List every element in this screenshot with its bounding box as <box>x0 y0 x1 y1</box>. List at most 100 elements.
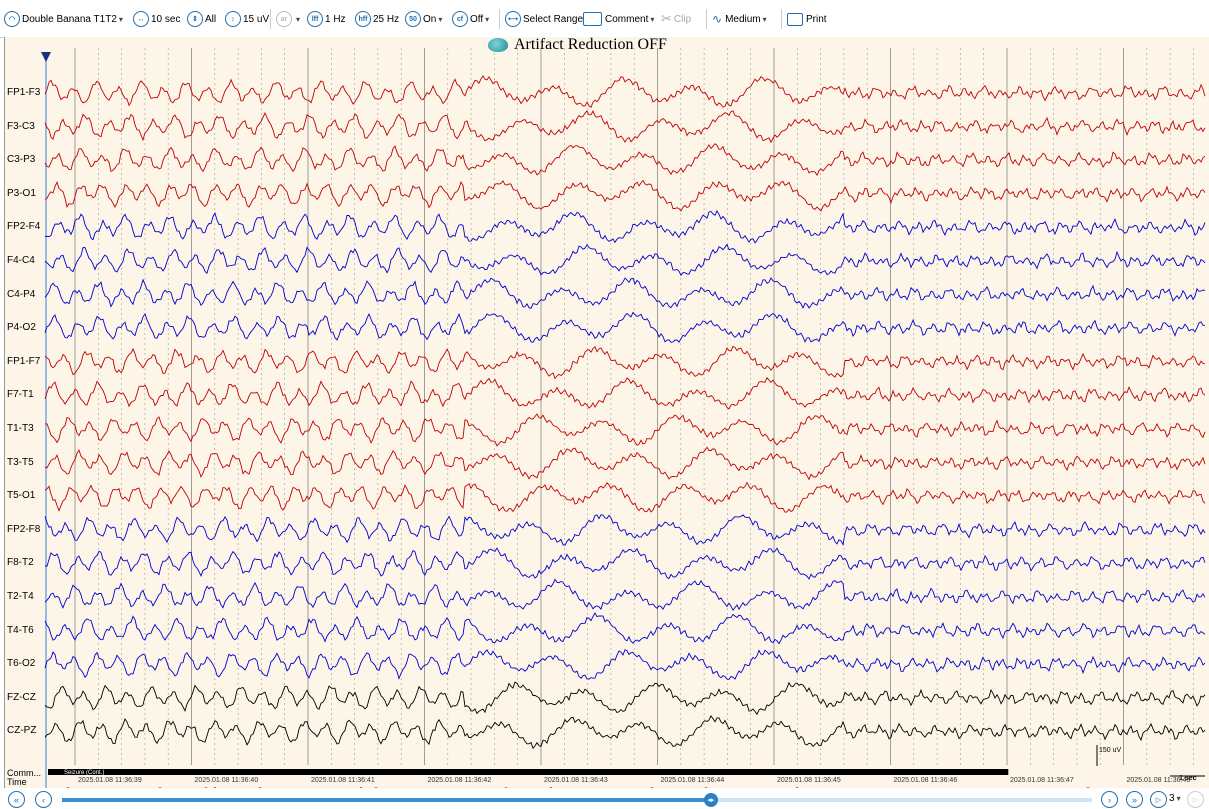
notch-label: On <box>423 13 437 25</box>
brain-icon <box>488 38 508 52</box>
channel-label: F7-T1 <box>7 389 34 401</box>
notch-icon: 50 <box>405 11 421 27</box>
channel-label: T5-O1 <box>7 490 36 502</box>
hff-icon: hff <box>355 11 371 27</box>
head-icon: ◠ <box>4 11 20 27</box>
eeg-trace <box>44 413 1206 447</box>
clip-button[interactable]: ✂ Clip <box>661 9 691 29</box>
waveform-icon: ∿ <box>712 12 723 26</box>
page-selector[interactable]: 3 ▾ <box>1169 793 1181 804</box>
scale-bar-label: 150 uV <box>1099 747 1122 754</box>
eeg-trace <box>44 481 1206 513</box>
comment-icon <box>583 12 602 26</box>
cursor-marker-icon[interactable] <box>41 52 51 62</box>
printer-icon <box>787 12 803 26</box>
channels-button[interactable]: ⇕ All <box>187 9 216 29</box>
eeg-trace <box>44 547 1206 580</box>
channel-label: FP2-F4 <box>7 221 41 233</box>
sensitivity-label: 15 uV <box>243 13 270 25</box>
eeg-trace <box>44 681 1206 716</box>
channel-label: P3-O1 <box>7 187 36 199</box>
channel-label: T3-T5 <box>7 456 34 468</box>
channel-label: FP1-F7 <box>7 355 41 367</box>
timestamp-label: 2025.01.08 11:36:40 <box>194 777 259 784</box>
timestamp-label: 2025.01.08 11:36:48 <box>1126 777 1191 784</box>
timestamp-label: 2025.01.08 11:36:41 <box>311 777 375 784</box>
channels-label: All <box>205 13 217 25</box>
time-row-label: Time <box>7 777 27 787</box>
channel-label: T4-T6 <box>7 624 34 636</box>
time-scale-label: 1 sec <box>1179 775 1197 782</box>
divider <box>270 9 271 29</box>
cf-button[interactable]: cf Off ▾ <box>452 9 489 29</box>
eeg-trace <box>44 514 1206 546</box>
cf-label: Off <box>470 13 484 25</box>
channel-label: FZ-CZ <box>7 691 36 703</box>
toolbar: ◠ Double Banana T1T2 ▾ ↔ 10 sec ⇕ All ↕ 1… <box>0 0 1209 38</box>
medium-dropdown[interactable]: ∿ Medium ▾ <box>712 9 767 29</box>
montage-dropdown[interactable]: ◠ Double Banana T1T2 ▾ <box>4 9 123 29</box>
end-icon[interactable]: ▷ <box>1187 791 1204 808</box>
print-label: Print <box>806 13 827 25</box>
channel-label: FP1-F3 <box>7 87 41 98</box>
rewind-icon[interactable]: « <box>8 791 25 808</box>
comment-button[interactable]: Comment ▾ <box>583 9 654 29</box>
chevron-down-icon: ▾ <box>650 14 655 24</box>
eeg-trace <box>44 110 1206 144</box>
channel-label: F4-C4 <box>7 255 35 266</box>
lff-button[interactable]: lff 1 Hz <box>307 9 346 29</box>
select-range-icon: ⟷ <box>505 11 521 27</box>
channel-label: T6-O2 <box>7 658 36 670</box>
time-grid <box>74 48 1194 765</box>
sensitivity-icon: ↕ <box>225 11 241 27</box>
select-range-button[interactable]: ⟷ Select Range <box>505 9 583 29</box>
divider <box>781 9 782 29</box>
notch-button[interactable]: 50 On ▾ <box>405 9 442 29</box>
disabled-filter-button[interactable]: ar ▾ <box>276 9 300 29</box>
timebase-icon: ↔ <box>133 11 149 27</box>
cf-icon: cf <box>452 11 468 27</box>
hff-button[interactable]: hff 25 Hz <box>355 9 399 29</box>
artifact-reduction-status: Artifact Reduction OFF <box>488 35 667 55</box>
eeg-trace <box>44 277 1206 309</box>
channel-label: F3-C3 <box>7 120 35 132</box>
clip-label: Clip <box>673 13 692 25</box>
previous-page-icon[interactable]: ‹ <box>35 791 52 808</box>
seizure-annotation-bar[interactable] <box>48 769 1009 775</box>
channel-label: P4-O2 <box>7 322 36 334</box>
play-icon[interactable]: ▷ <box>1150 791 1167 808</box>
eeg-trace <box>44 75 1206 108</box>
eeg-trace <box>44 715 1206 750</box>
chevron-down-icon: ▾ <box>485 14 490 24</box>
page-number: 3 <box>1169 793 1175 804</box>
comment-label: Comment <box>605 13 649 25</box>
seizure-annotation-label[interactable]: Seizure (Cont.) <box>64 770 105 776</box>
select-range-label: Select Range <box>523 13 584 25</box>
channel-label: FP2-F8 <box>7 523 41 535</box>
channel-label: C4-P4 <box>7 288 36 300</box>
channel-label: C3-P3 <box>7 154 36 166</box>
filter-icon: ar <box>276 11 292 27</box>
channel-label: T1-T3 <box>7 423 34 434</box>
eeg-trace <box>44 578 1206 612</box>
eeg-trace <box>44 243 1206 277</box>
sensitivity-button[interactable]: ↕ 15 uV <box>225 9 269 29</box>
timebase-button[interactable]: ↔ 10 sec <box>133 9 180 29</box>
print-button[interactable]: Print <box>787 9 827 29</box>
timebase-label: 10 sec <box>151 13 181 25</box>
channel-label: CZ-PZ <box>7 725 37 737</box>
fast-forward-icon[interactable]: » <box>1126 791 1143 808</box>
timestamp-label: 2025.01.08 11:36:45 <box>777 777 841 784</box>
scroll-thumb[interactable]: ◂▸ <box>703 793 718 807</box>
eeg-trace <box>44 446 1206 481</box>
channel-label: T2-T4 <box>7 591 34 602</box>
next-page-icon[interactable]: › <box>1101 791 1118 808</box>
chevron-down-icon: ▾ <box>118 14 123 24</box>
timestamp-label: 2025.01.08 11:36:44 <box>660 777 725 784</box>
channels-icon: ⇕ <box>187 11 203 27</box>
timestamp-label: 2025.01.08 11:36:47 <box>1010 777 1074 784</box>
eeg-trace <box>44 612 1206 645</box>
eeg-trace <box>44 376 1206 410</box>
eeg-trace <box>44 649 1206 680</box>
